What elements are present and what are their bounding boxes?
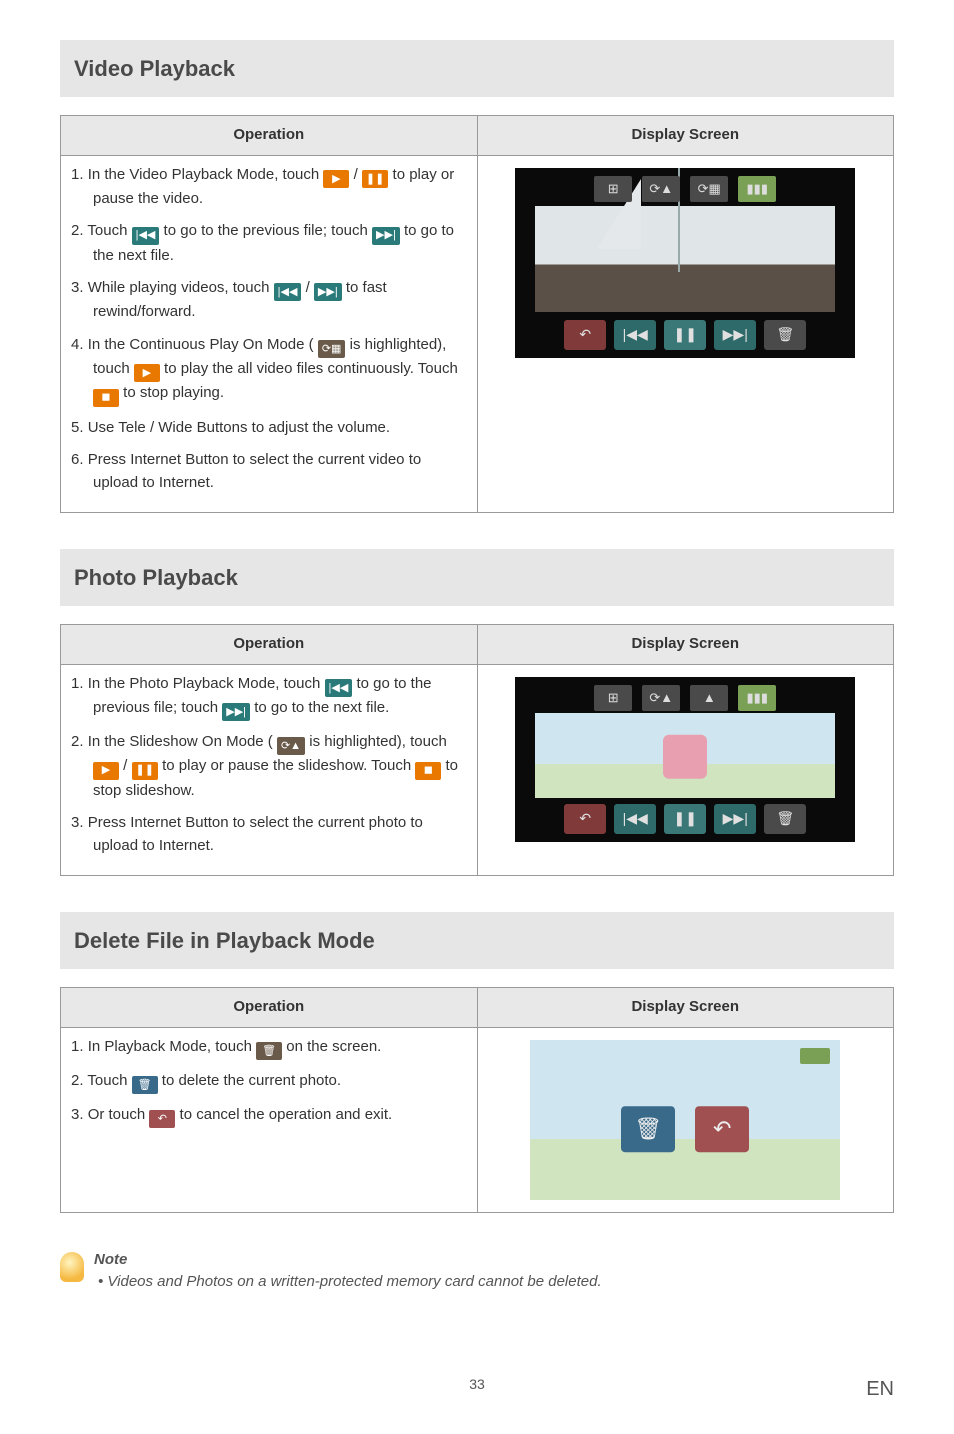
operation-step: 4. In the Continuous Play On Mode ( ⟳▦ i… bbox=[71, 334, 467, 407]
col-operation: Operation bbox=[61, 116, 478, 156]
inline-icon: ▶ bbox=[323, 170, 349, 188]
operation-step: 3. While playing videos, touch |◀◀ / ▶▶|… bbox=[71, 277, 467, 324]
col-operation: Operation bbox=[61, 988, 478, 1028]
inline-icon: ❚❚ bbox=[362, 170, 388, 188]
inline-icon: ▶▶| bbox=[222, 703, 250, 721]
operation-step: 2. In the Slideshow On Mode ( ⟳▲ is high… bbox=[71, 731, 467, 802]
operation-table: OperationDisplay Screen1. In the Photo P… bbox=[60, 624, 894, 876]
inline-icon: ↶ bbox=[149, 1110, 175, 1128]
operation-step: 5. Use Tele / Wide Buttons to adjust the… bbox=[71, 417, 467, 440]
operation-step: 3. Or touch ↶ to cancel the operation an… bbox=[71, 1104, 467, 1128]
inline-icon: ⟳▦ bbox=[318, 340, 346, 358]
display-screen: ⊞⟳▲▲▮▮▮↶|◀◀❚❚▶▶|🗑 bbox=[515, 677, 855, 842]
note-text: • Videos and Photos on a written-protect… bbox=[98, 1271, 602, 1294]
inline-icon: ▶ bbox=[134, 364, 160, 382]
col-display: Display Screen bbox=[477, 116, 894, 156]
page-number: 33 bbox=[60, 1374, 894, 1395]
section-title: Video Playback bbox=[60, 40, 894, 97]
inline-icon: |◀◀ bbox=[274, 283, 302, 301]
operation-table: OperationDisplay Screen1. In the Video P… bbox=[60, 115, 894, 513]
inline-icon: ▶▶| bbox=[314, 283, 342, 301]
inline-icon: 🗑 bbox=[256, 1042, 282, 1060]
operation-table: OperationDisplay Screen 1. In Playback Mo… bbox=[60, 987, 894, 1213]
inline-icon: ❚❚ bbox=[132, 762, 158, 780]
display-screen: ⊞⟳▲⟳▦▮▮▮↶|◀◀❚❚▶▶|🗑 bbox=[515, 168, 855, 358]
col-display: Display Screen bbox=[477, 625, 894, 665]
col-operation: Operation bbox=[61, 625, 478, 665]
operation-step: 1. In the Photo Playback Mode, touch |◀◀… bbox=[71, 673, 467, 722]
operation-step: 2. Touch 🗑 to delete the current photo. bbox=[71, 1070, 467, 1094]
lightbulb-icon bbox=[60, 1252, 84, 1282]
inline-icon: |◀◀ bbox=[132, 227, 160, 245]
inline-icon: |◀◀ bbox=[325, 679, 353, 697]
section-title: Delete File in Playback Mode bbox=[60, 912, 894, 969]
note: Note• Videos and Photos on a written-pro… bbox=[60, 1249, 894, 1294]
operation-step: 3. Press Internet Button to select the c… bbox=[71, 812, 467, 857]
operation-step: 6. Press Internet Button to select the c… bbox=[71, 449, 467, 494]
inline-icon: ▶▶| bbox=[372, 227, 400, 245]
operation-step: 1. In Playback Mode, touch 🗑 on the scre… bbox=[71, 1036, 467, 1060]
operation-step: 2. Touch |◀◀ to go to the previous file;… bbox=[71, 220, 467, 267]
inline-icon: ◼ bbox=[93, 389, 119, 407]
operation-step: 1. In the Video Playback Mode, touch ▶ /… bbox=[71, 164, 467, 211]
note-title: Note bbox=[94, 1249, 602, 1272]
col-display: Display Screen bbox=[477, 988, 894, 1028]
lang-code: EN bbox=[866, 1374, 894, 1404]
inline-icon: ▶ bbox=[93, 762, 119, 780]
section-title: Photo Playback bbox=[60, 549, 894, 606]
inline-icon: 🗑 bbox=[132, 1076, 158, 1094]
inline-icon: ⟳▲ bbox=[277, 737, 305, 755]
display-screen: 🗑↶ bbox=[530, 1040, 840, 1200]
inline-icon: ◼ bbox=[415, 762, 441, 780]
